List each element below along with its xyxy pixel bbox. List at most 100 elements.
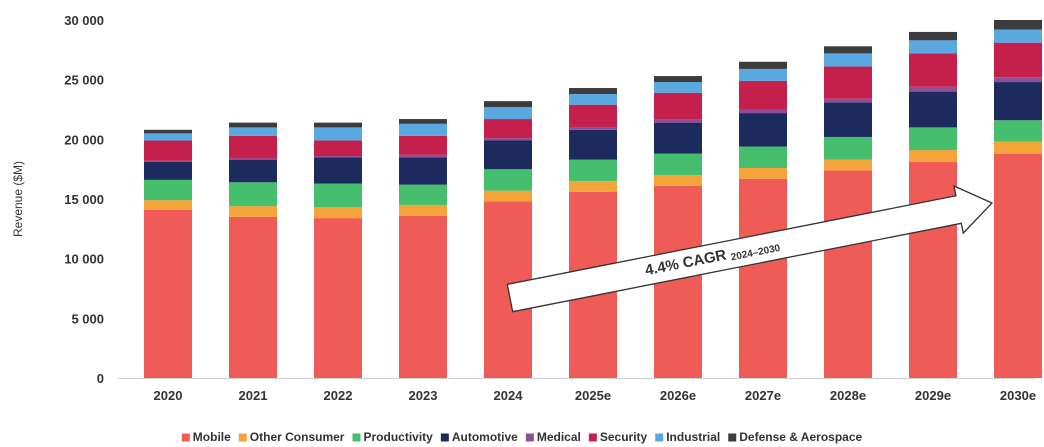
bar-segment-medical bbox=[399, 154, 447, 158]
bar-segment-defense-aerospace bbox=[909, 31, 957, 41]
y-tick-label: 25 000 bbox=[64, 73, 104, 88]
legend: Mobile Other Consumer Productivity Automoti… bbox=[181, 430, 863, 444]
y-axis-ticks: 0 5 000 10 000 15 000 20 000 25 000 30 000 bbox=[64, 13, 104, 386]
bar-segment-productivity bbox=[739, 146, 787, 168]
bar-segment-defense-aerospace bbox=[314, 122, 362, 128]
bar-segment-industrial bbox=[144, 133, 192, 141]
bar-segment-security bbox=[569, 104, 617, 128]
bar-segment-productivity bbox=[994, 120, 1042, 142]
bar-segment-industrial bbox=[569, 93, 617, 105]
legend-label: Other Consumer bbox=[250, 430, 345, 444]
bar-segment-other-consumer bbox=[569, 181, 617, 192]
bar-stack-2024 bbox=[484, 101, 532, 378]
legend-swatch bbox=[588, 433, 597, 442]
bar-segment-other-consumer bbox=[314, 207, 362, 219]
bar-segment-medical bbox=[654, 119, 702, 123]
bars bbox=[144, 20, 1042, 378]
legend-swatch bbox=[525, 433, 534, 442]
legend-swatch bbox=[181, 433, 190, 442]
bar-stack-2020 bbox=[144, 129, 192, 378]
bar-segment-industrial bbox=[399, 123, 447, 136]
bar-stack-2027e bbox=[739, 61, 787, 378]
bar-stack-2025e bbox=[569, 88, 617, 378]
bar-segment-automotive bbox=[739, 113, 787, 147]
bar-segment-automotive bbox=[569, 129, 617, 160]
bar-segment-security bbox=[994, 42, 1042, 78]
bar-segment-other-consumer bbox=[909, 150, 957, 163]
bar-segment-mobile bbox=[314, 218, 362, 378]
bar-segment-defense-aerospace bbox=[144, 129, 192, 134]
cagr-arrow bbox=[506, 184, 994, 313]
legend-item: Other Consumer bbox=[238, 430, 345, 444]
bar-segment-medical bbox=[909, 86, 957, 92]
bar-segment-mobile bbox=[994, 153, 1042, 378]
bar-segment-security bbox=[399, 135, 447, 155]
legend-item: Industrial bbox=[655, 430, 720, 444]
bar-segment-security bbox=[144, 140, 192, 161]
legend-item: Security bbox=[588, 430, 648, 444]
bar-segment-security bbox=[314, 140, 362, 157]
legend-swatch bbox=[238, 433, 247, 442]
bar-segment-automotive bbox=[484, 140, 532, 170]
bar-stack-2030e bbox=[994, 20, 1042, 378]
x-tick-label: 2025e bbox=[575, 388, 611, 403]
legend-label: Industrial bbox=[666, 430, 720, 444]
bar-segment-medical bbox=[739, 109, 787, 114]
legend-swatch bbox=[655, 433, 664, 442]
bar-segment-automotive bbox=[909, 91, 957, 128]
bar-stack-2022 bbox=[314, 122, 362, 378]
bar-segment-security bbox=[824, 66, 872, 99]
bar-segment-medical bbox=[824, 98, 872, 103]
bar-segment-mobile bbox=[399, 215, 447, 378]
bar-segment-productivity bbox=[569, 159, 617, 182]
y-tick-label: 20 000 bbox=[64, 132, 104, 147]
bar-segment-industrial bbox=[484, 107, 532, 120]
legend-label: Automotive bbox=[452, 430, 518, 444]
x-tick-label: 2023 bbox=[409, 388, 438, 403]
bar-segment-other-consumer bbox=[739, 167, 787, 179]
legend-label: Mobile bbox=[193, 430, 231, 444]
x-tick-label: 2029e bbox=[915, 388, 951, 403]
bar-segment-productivity bbox=[399, 184, 447, 205]
x-tick-label: 2021 bbox=[239, 388, 268, 403]
bar-segment-automotive bbox=[994, 82, 1042, 121]
y-tick-label: 30 000 bbox=[64, 13, 104, 28]
bar-segment-security bbox=[739, 80, 787, 110]
bar-segment-defense-aerospace bbox=[569, 88, 617, 94]
bar-segment-medical bbox=[569, 127, 617, 130]
y-tick-label: 10 000 bbox=[64, 252, 104, 267]
bar-segment-automotive bbox=[654, 122, 702, 154]
bar-segment-security bbox=[909, 53, 957, 87]
y-tick-label: 5 000 bbox=[71, 311, 104, 326]
legend-item: Mobile bbox=[181, 430, 231, 444]
bar-segment-productivity bbox=[484, 169, 532, 191]
bar-segment-security bbox=[484, 119, 532, 139]
bar-segment-productivity bbox=[229, 182, 277, 207]
bar-stack-2021 bbox=[229, 122, 277, 378]
bar-segment-other-consumer bbox=[229, 206, 277, 217]
bar-segment-other-consumer bbox=[994, 141, 1042, 154]
x-tick-label: 2028e bbox=[830, 388, 866, 403]
x-tick-label: 2026e bbox=[660, 388, 696, 403]
x-axis-ticks: 2020 2021 2022 2023 2024 2025e 2026e 2027e 2028e… bbox=[154, 388, 1037, 403]
bar-segment-other-consumer bbox=[399, 204, 447, 216]
bar-segment-industrial bbox=[994, 29, 1042, 43]
bar-segment-security bbox=[229, 135, 277, 159]
legend-label: Defense & Aerospace bbox=[739, 430, 862, 444]
y-tick-label: 0 bbox=[97, 371, 104, 386]
y-axis-title: Revenue ($M) bbox=[11, 161, 25, 237]
bar-segment-productivity bbox=[909, 127, 957, 151]
legend-label: Productivity bbox=[363, 430, 433, 444]
x-tick-label: 2030e bbox=[1000, 388, 1036, 403]
bar-segment-industrial bbox=[739, 68, 787, 81]
bar-segment-automotive bbox=[144, 162, 192, 180]
bar-segment-mobile bbox=[144, 209, 192, 378]
legend-label: Security bbox=[600, 430, 648, 444]
bar-segment-defense-aerospace bbox=[484, 101, 532, 108]
bar-segment-medical bbox=[314, 156, 362, 158]
bar-stack-2028e bbox=[824, 46, 872, 378]
bar-segment-defense-aerospace bbox=[994, 20, 1042, 30]
bar-segment-automotive bbox=[824, 102, 872, 137]
bar-segment-medical bbox=[484, 138, 532, 141]
